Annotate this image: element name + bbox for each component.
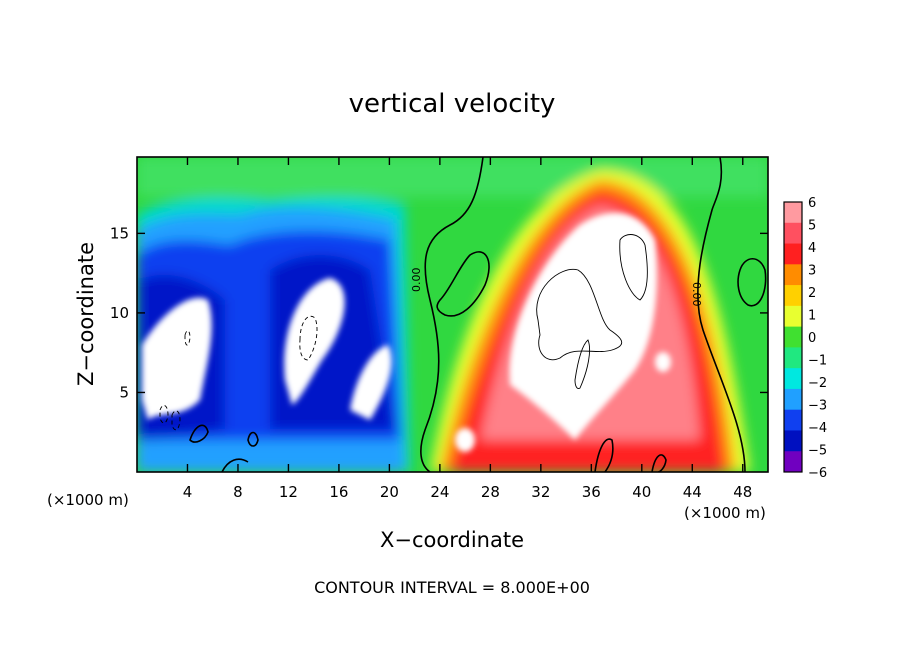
- x-tick-label: 28: [481, 483, 500, 501]
- updraft-core: [509, 213, 657, 440]
- contour-lines: [189, 157, 767, 472]
- colorbar-swatch: [784, 347, 802, 369]
- updraft-core-small-1: [455, 428, 475, 452]
- contour-8-updraft: [536, 268, 623, 361]
- colorbar-tick-label: −3: [808, 399, 827, 414]
- contour-zero-5: [221, 458, 249, 472]
- colorbar-tick-label: 2: [808, 286, 816, 301]
- x-tick-label: 16: [329, 483, 348, 501]
- colorbar-swatch: [784, 368, 802, 390]
- contour-neg-8-2: [184, 330, 191, 346]
- contour-labels: 0.00 0.00: [410, 268, 703, 307]
- plot-frame: [136, 156, 769, 473]
- colorbar: 6 5 4 3 2 1 0 −1 −2 −3 −4 −5 −6: [783, 196, 827, 481]
- contour-interval-note: CONTOUR INTERVAL = 8.000E+00: [314, 578, 590, 597]
- y-tick-label: 5: [119, 383, 129, 401]
- downdraft-core-2: [284, 278, 345, 405]
- contour-zero-3: [436, 251, 490, 317]
- downdraft-core-3: [350, 345, 392, 420]
- colorbar-swatch: [784, 202, 802, 224]
- x-tick-label: 36: [582, 483, 601, 501]
- colorbar-tick-label: 0: [808, 331, 816, 346]
- colorbar-tick-label: −2: [808, 376, 827, 391]
- contour-neg-8-3: [159, 404, 169, 424]
- colorbar-tick-label: −5: [808, 444, 827, 459]
- contour-zero-4: [737, 257, 767, 307]
- colorbar-swatch: [784, 326, 802, 348]
- contour-zero-6: [189, 424, 209, 443]
- contour-zero-8: [594, 438, 614, 472]
- contour-zero-1: [420, 157, 484, 472]
- x-tick-label: 20: [380, 483, 399, 501]
- x-unit-left: (×1000 m): [47, 491, 129, 509]
- y-tick-label: 10: [110, 304, 129, 322]
- colorbar-tick-label: 3: [808, 264, 816, 279]
- x-tick-label: 32: [531, 483, 550, 501]
- colorbar-swatch: [784, 430, 802, 452]
- x-tick-label: 48: [733, 483, 752, 501]
- y-axis: 5 10 15: [110, 224, 768, 401]
- x-tick-label: 44: [683, 483, 702, 501]
- contour-lines-dashed: [159, 315, 318, 431]
- colorbar-tick-label: 4: [808, 241, 816, 256]
- colorbar-swatch: [784, 264, 802, 286]
- contour-label-1: 0.00: [410, 268, 423, 293]
- colorbar-tick-label: 5: [808, 219, 816, 234]
- chart-title: vertical velocity: [349, 89, 556, 119]
- x-tick-label: 40: [632, 483, 651, 501]
- contour-neg-8-4: [171, 410, 181, 431]
- contour-zero-9: [651, 454, 667, 472]
- contour-zero-2: [697, 157, 746, 472]
- extreme-cores: [142, 213, 671, 452]
- x-axis: 4 8 12 16 20 24 28 32 36 40 44 48: [183, 157, 752, 501]
- contour-8-updraft-2: [619, 234, 648, 301]
- x-tick-label: 24: [430, 483, 449, 501]
- colorbar-tick-label: −1: [808, 354, 827, 369]
- contour-lines-thin: [536, 234, 648, 389]
- colorbar-swatch: [784, 305, 802, 328]
- colorbar-swatch: [784, 222, 802, 245]
- contour-zero-7: [247, 431, 259, 447]
- plot-area: 0.00 0.00: [137, 157, 768, 472]
- contour-label-2: 0.00: [690, 282, 703, 307]
- x-tick-label: 4: [183, 483, 193, 501]
- x-unit-right: (×1000 m): [684, 504, 766, 522]
- contour-neg-8-1: [299, 315, 318, 361]
- colorbar-frame: [783, 201, 803, 473]
- colorbar-tick-label: −6: [808, 466, 827, 481]
- colorbar-tick-label: 6: [808, 196, 816, 211]
- x-tick-label: 8: [233, 483, 243, 501]
- y-axis-label: Z−coordinate: [74, 242, 98, 386]
- x-axis-label: X−coordinate: [380, 528, 524, 552]
- y-tick-label: 15: [110, 224, 129, 242]
- colorbar-swatch: [784, 243, 802, 265]
- colorbar-tick-label: 1: [808, 309, 816, 324]
- colorbar-swatch: [784, 388, 802, 411]
- colorbar-tick-label: −4: [808, 421, 827, 436]
- x-tick-label: 12: [279, 483, 298, 501]
- colorbar-swatch: [784, 409, 802, 431]
- colorbar-swatch: [784, 285, 802, 307]
- field-upper-green: [137, 157, 768, 197]
- updraft-core-small-2: [655, 352, 671, 372]
- colorbar-swatch: [784, 451, 802, 473]
- contour-8-updraft-3: [574, 339, 591, 389]
- downdraft-core-1: [142, 297, 212, 420]
